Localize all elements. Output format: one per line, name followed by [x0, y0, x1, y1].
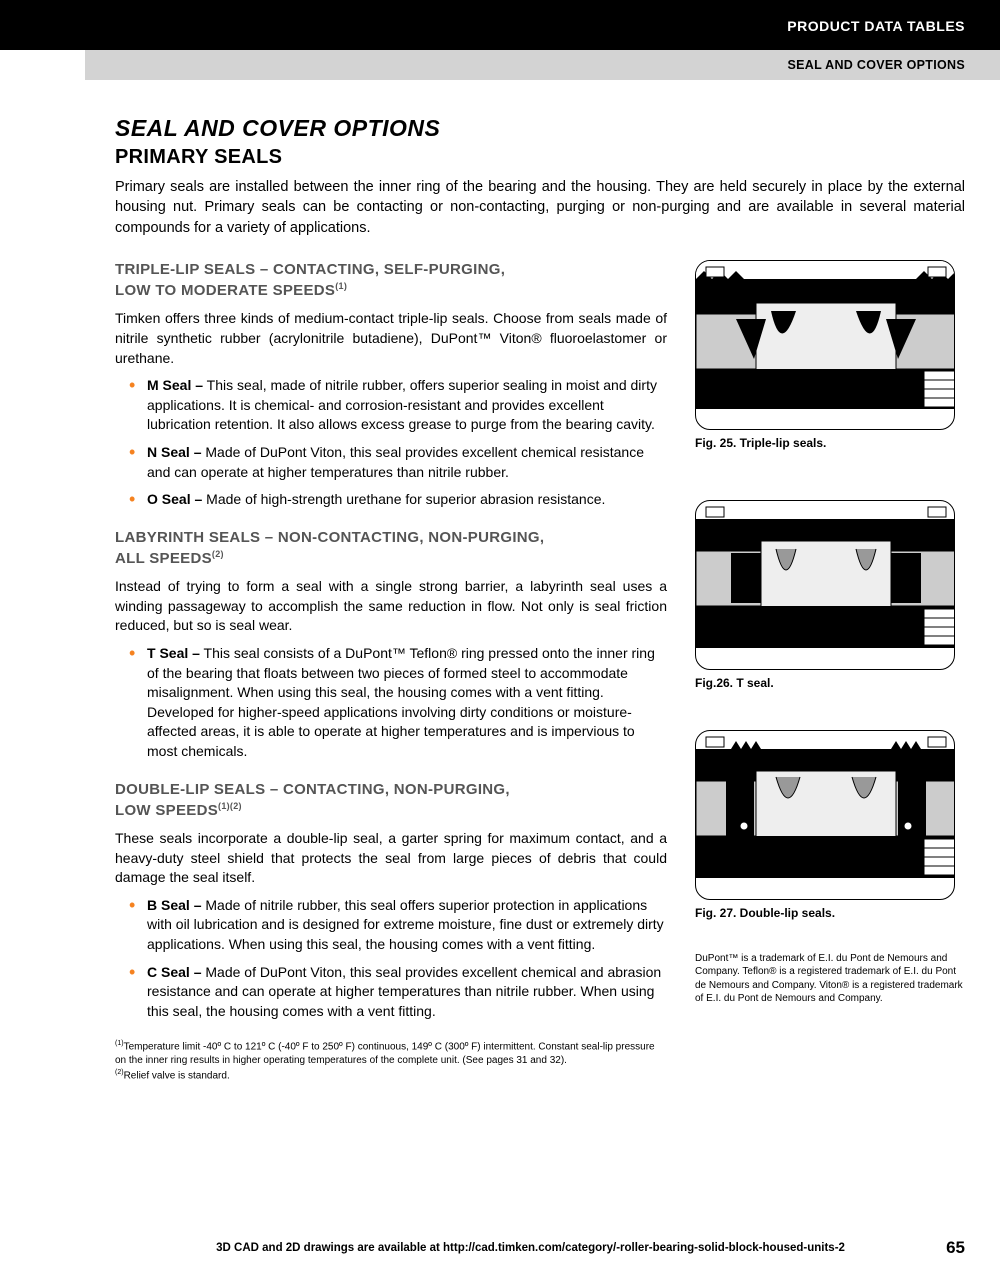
- double-lip-heading: DOUBLE-LIP SEALS – CONTACTING, NON-PURGI…: [115, 780, 667, 822]
- figure-25: Fig. 25. Triple-lip seals.: [695, 260, 965, 450]
- header-section: SEAL AND COVER OPTIONS: [788, 58, 965, 72]
- triple-lip-heading: TRIPLE-LIP SEALS – CONTACTING, SELF-PURG…: [115, 260, 667, 302]
- page-title: SEAL AND COVER OPTIONS: [115, 115, 965, 142]
- figure-27: Fig. 27. Double-lip seals.: [695, 730, 965, 920]
- right-column: Fig. 25. Triple-lip seals.: [695, 260, 965, 1083]
- header-category: PRODUCT DATA TABLES: [787, 18, 965, 34]
- list-item: T Seal – This seal consists of a DuPont™…: [133, 644, 667, 762]
- triple-lip-diagram: [695, 260, 955, 430]
- list-item: C Seal – Made of DuPont Viton, this seal…: [133, 963, 667, 1022]
- list-item: B Seal – Made of nitrile rubber, this se…: [133, 896, 667, 955]
- sub-header-bar: SEAL AND COVER OPTIONS: [85, 50, 1000, 80]
- footnotes: (1)Temperature limit -40º C to 121º C (-…: [115, 1039, 667, 1082]
- t-seal-diagram: [695, 500, 955, 670]
- labyrinth-para: Instead of trying to form a seal with a …: [115, 577, 667, 636]
- fig25-caption: Fig. 25. Triple-lip seals.: [695, 436, 965, 450]
- top-header-bar: PRODUCT DATA TABLES: [0, 0, 1000, 50]
- list-item: N Seal – Made of DuPont Viton, this seal…: [133, 443, 667, 482]
- list-item: M Seal – This seal, made of nitrile rubb…: [133, 376, 667, 435]
- list-item: O Seal – Made of high-strength urethane …: [133, 490, 667, 510]
- double-lip-list: B Seal – Made of nitrile rubber, this se…: [133, 896, 667, 1022]
- labyrinth-list: T Seal – This seal consists of a DuPont™…: [133, 644, 667, 762]
- double-lip-para: These seals incorporate a double-lip sea…: [115, 829, 667, 888]
- triple-lip-para: Timken offers three kinds of medium-cont…: [115, 309, 667, 368]
- page-subtitle: PRIMARY SEALS: [115, 146, 965, 169]
- intro-paragraph: Primary seals are installed between the …: [115, 177, 965, 238]
- figure-26: Fig.26. T seal.: [695, 500, 965, 690]
- page-content: SEAL AND COVER OPTIONS PRIMARY SEALS Pri…: [0, 80, 1000, 1083]
- fig26-caption: Fig.26. T seal.: [695, 676, 965, 690]
- double-lip-diagram: [695, 730, 955, 900]
- labyrinth-heading: LABYRINTH SEALS – NON-CONTACTING, NON-PU…: [115, 528, 667, 570]
- page-number: 65: [946, 1238, 965, 1258]
- footer-bar: 3D CAD and 2D drawings are available at …: [115, 1238, 965, 1258]
- footer-text: 3D CAD and 2D drawings are available at …: [115, 1242, 946, 1254]
- trademark-note: DuPont™ is a trademark of E.I. du Pont d…: [695, 952, 965, 1006]
- left-column: TRIPLE-LIP SEALS – CONTACTING, SELF-PURG…: [115, 260, 667, 1083]
- fig27-caption: Fig. 27. Double-lip seals.: [695, 906, 965, 920]
- triple-lip-list: M Seal – This seal, made of nitrile rubb…: [133, 376, 667, 510]
